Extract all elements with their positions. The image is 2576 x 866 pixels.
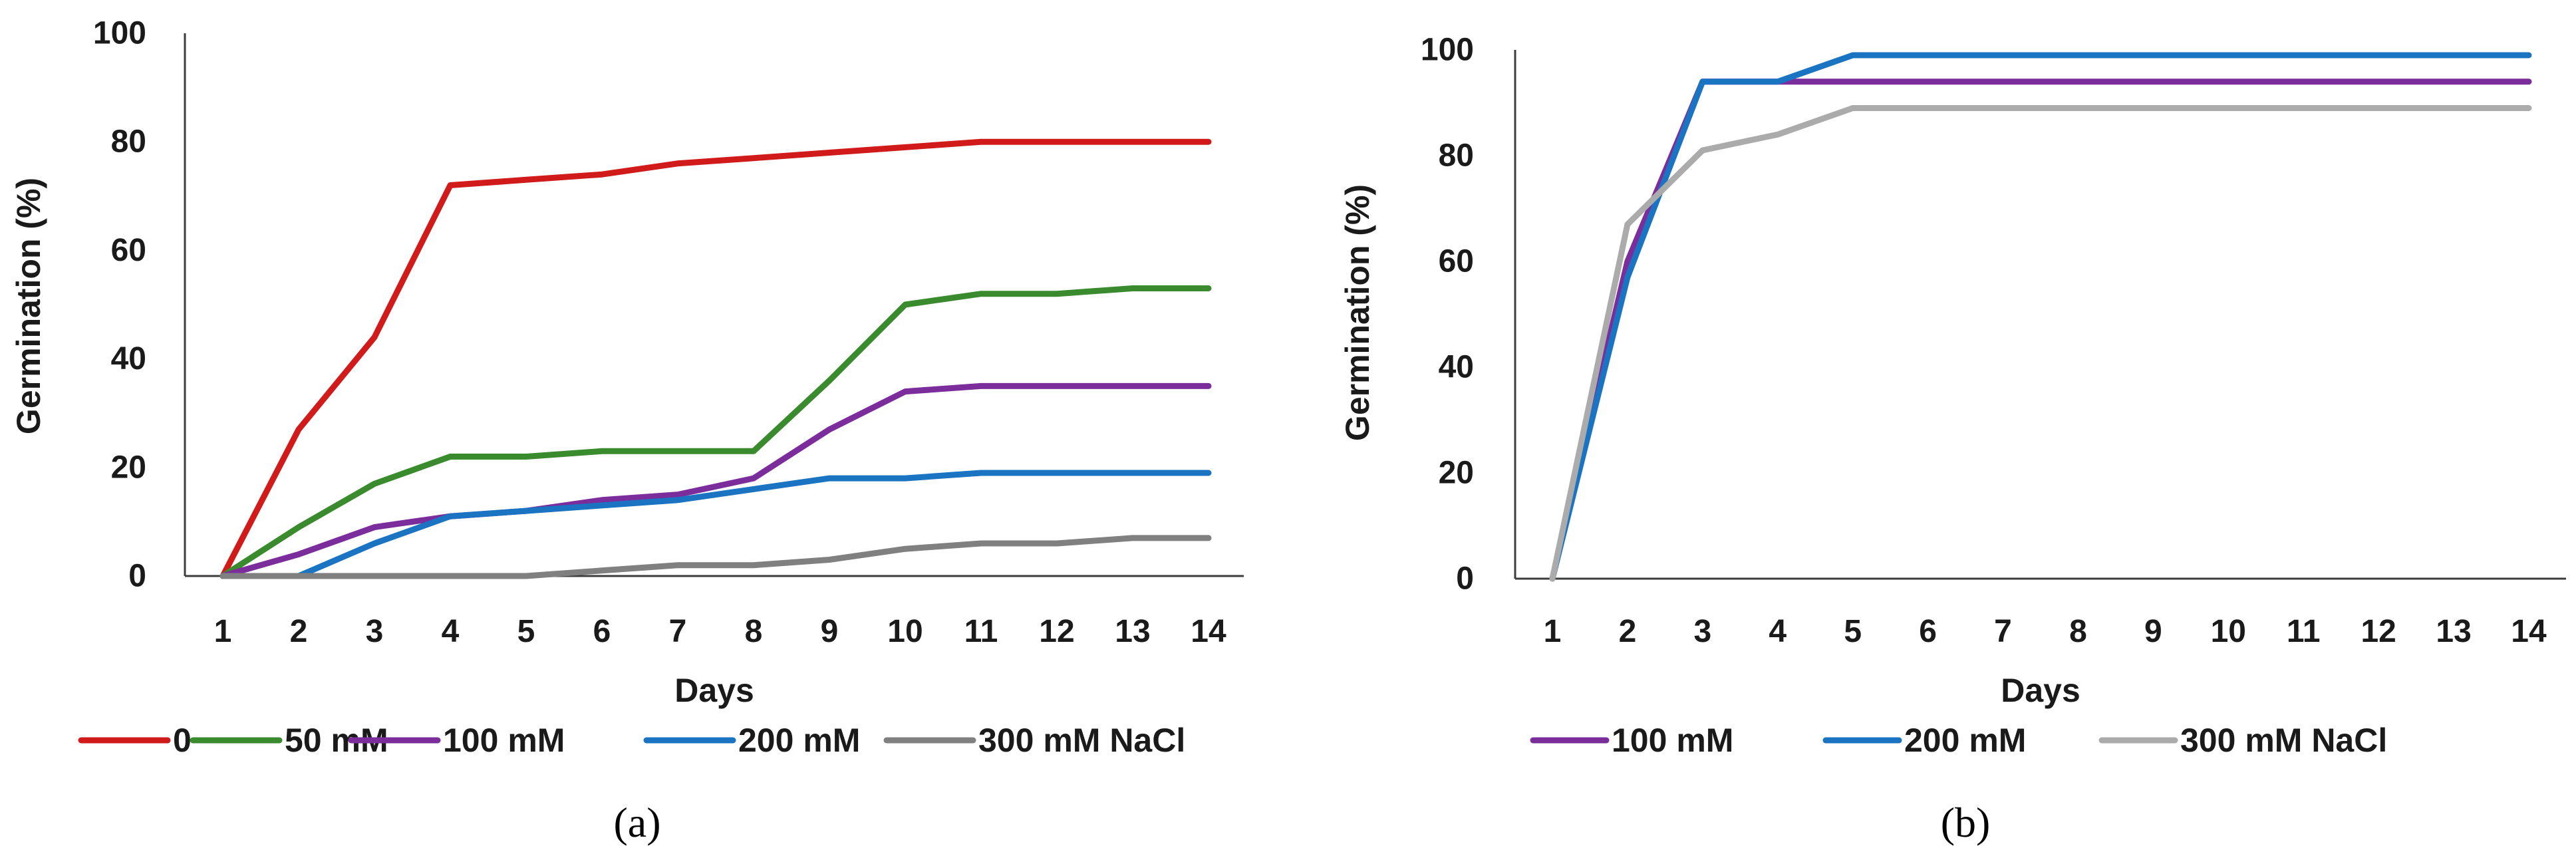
chart-b-x-axis-label: Days bbox=[2001, 672, 2080, 709]
chart-b-ytick-label: 60 bbox=[1439, 244, 1474, 279]
chart-a-xtick-label: 14 bbox=[1191, 614, 1226, 649]
chart-b-ytick-label: 100 bbox=[1421, 33, 1474, 68]
chart-a-xtick-label: 3 bbox=[366, 614, 384, 649]
chart-b-ytick-label: 80 bbox=[1439, 138, 1474, 174]
chart-a-xtick-label: 7 bbox=[669, 614, 687, 649]
chart-a-xtick-label: 12 bbox=[1039, 614, 1074, 649]
chart-a-xtick-label: 11 bbox=[964, 614, 998, 649]
chart-a-xtick-label: 5 bbox=[517, 614, 535, 649]
chart-a-series-line-1 bbox=[219, 138, 1212, 579]
chart-a-xtick-label: 8 bbox=[745, 614, 763, 649]
chart-a-legend-label-4: 200 mM bbox=[738, 722, 860, 759]
chart-b-xtick-label: 12 bbox=[2361, 614, 2396, 649]
chart-a-series-line-3 bbox=[219, 382, 1212, 579]
chart-b-xtick-label: 10 bbox=[2211, 614, 2246, 649]
chart-b-series-line-3 bbox=[1549, 105, 2532, 582]
chart-a-xtick-label: 1 bbox=[214, 614, 232, 649]
chart-a-panel-label: (a) bbox=[613, 799, 660, 846]
chart-b-legend-label-2: 200 mM bbox=[1904, 722, 2026, 759]
chart-b-xtick-label: 14 bbox=[2511, 614, 2547, 649]
chart-a-series-line-2 bbox=[219, 285, 1212, 579]
chart-a-xtick-label: 2 bbox=[290, 614, 308, 649]
chart-b-xtick-label: 2 bbox=[1619, 614, 1637, 649]
chart-b-xtick-label: 13 bbox=[2436, 614, 2471, 649]
chart-a-ytick-label: 80 bbox=[111, 124, 146, 160]
chart-b-ytick-label: 40 bbox=[1439, 350, 1474, 385]
chart-a-xtick-label: 9 bbox=[821, 614, 839, 649]
chart-b-y-axis-label: Germination (%) bbox=[1339, 184, 1376, 441]
chart-a-legend-label-5: 300 mM NaCl bbox=[978, 722, 1185, 759]
chart-b-xtick-label: 4 bbox=[1769, 614, 1787, 649]
chart-b-legend-label-1: 100 mM bbox=[1612, 722, 1733, 759]
chart-b-xtick-label: 1 bbox=[1544, 614, 1562, 649]
chart-b-panel-label: (b) bbox=[1941, 799, 1991, 846]
chart-b-series-line-2 bbox=[1549, 52, 2532, 582]
chart-b-xtick-label: 6 bbox=[1919, 614, 1937, 649]
chart-a-ytick-label: 60 bbox=[111, 233, 146, 268]
chart-b-legend-label-3: 300 mM NaCl bbox=[2180, 722, 2387, 759]
chart-b-xtick-label: 7 bbox=[1994, 614, 2012, 649]
chart-a-xtick-label: 13 bbox=[1115, 614, 1150, 649]
chart-a-series-line-5 bbox=[219, 535, 1212, 579]
chart-a-series-line-4 bbox=[219, 470, 1212, 579]
chart-a-xtick-label: 6 bbox=[593, 614, 611, 649]
chart-b-ytick-label: 20 bbox=[1439, 456, 1474, 491]
chart-b-xtick-label: 3 bbox=[1693, 614, 1711, 649]
chart-b-xtick-label: 8 bbox=[2069, 614, 2087, 649]
chart-a-ytick-label: 100 bbox=[93, 16, 146, 51]
chart-a-ytick-label: 0 bbox=[128, 559, 146, 594]
chart-b-xtick-label: 11 bbox=[2287, 614, 2321, 649]
chart-b-ytick-label: 0 bbox=[1456, 561, 1474, 597]
chart-a-xtick-label: 10 bbox=[887, 614, 923, 649]
chart-a-y-axis-label: Germination (%) bbox=[10, 178, 47, 434]
chart-b-xtick-label: 9 bbox=[2144, 614, 2162, 649]
chart-a-ytick-label: 20 bbox=[111, 450, 146, 485]
chart-a-ytick-label: 40 bbox=[111, 341, 146, 376]
chart-b-xtick-label: 5 bbox=[1844, 614, 1862, 649]
chart-a-xtick-label: 4 bbox=[442, 614, 460, 649]
chart-a-legend-label-3: 100 mM bbox=[443, 722, 565, 759]
chart-a-legend-label-1: 0 bbox=[173, 722, 192, 759]
chart-a-x-axis-label: Days bbox=[674, 672, 754, 709]
